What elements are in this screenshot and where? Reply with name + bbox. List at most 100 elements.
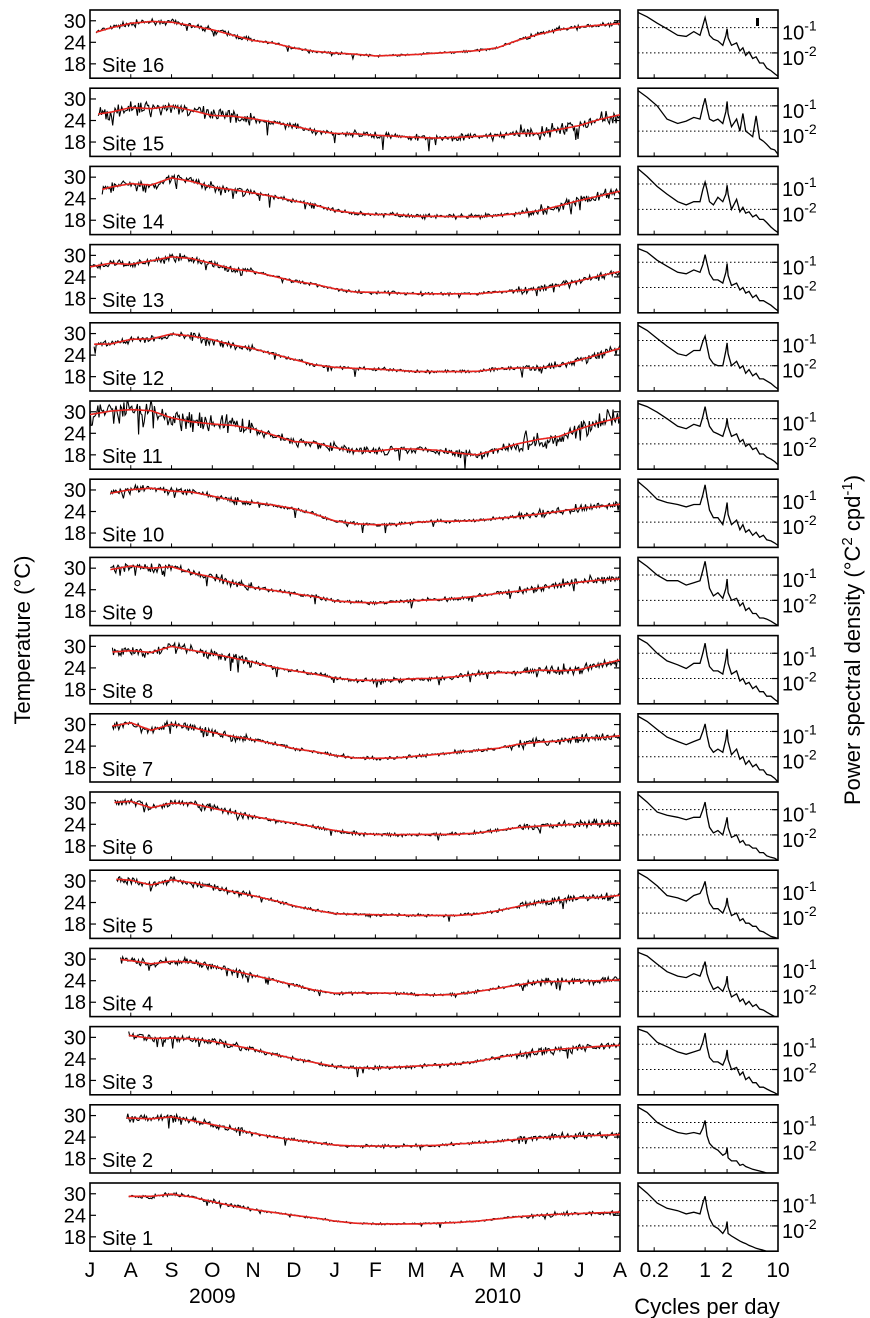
y-tick-label: 10-1 [782,487,817,514]
site-label: Site 3 [102,1072,153,1094]
psd-line [638,637,778,703]
panel-frame [637,478,779,549]
y-tick-label: 10-2 [782,1060,817,1087]
y-tick-label: 10-2 [782,43,817,70]
month-tick-label: F [369,1259,382,1282]
y-tick-label: 30 [64,402,86,424]
smoothed-temperature-line [128,1034,620,1069]
x-axis-label-cycles-per-day: Cycles per day [634,1294,780,1318]
y-tick-label: 30 [64,1184,86,1206]
smoothed-temperature-line [110,487,620,526]
y-tick-label: 30 [64,558,86,580]
spectrum-panel: 10-110-2 [637,947,817,1018]
y-tick-label: 24 [64,423,86,445]
y-tick-label: 10-1 [782,330,817,357]
site-label: Site 2 [102,1150,153,1172]
y-tick-label: 18 [64,132,86,154]
y-tick-label: 10-1 [782,1191,817,1218]
panel-frame [637,321,779,392]
month-tick-label: A [450,1259,464,1282]
panel-frame [89,165,621,236]
smoothed-temperature-line [94,333,620,373]
month-tick-label: J [85,1259,96,1282]
y-tick-label: 24 [64,893,86,915]
y-tick-label: 18 [64,914,86,936]
psd-line [638,402,778,466]
y-tick-label: 18 [64,758,86,780]
smoothed-temperature-line [95,20,620,57]
spectrum-panel: 10-110-2 [637,791,817,861]
smoothed-temperature-line [112,721,620,760]
y-tick-label: 18 [64,836,86,858]
spectrum-panel: 10-110-2 [637,321,817,392]
smoothed-temperature-line [114,800,620,836]
site-label: Site 6 [102,837,153,859]
month-tick-label: J [574,1259,585,1282]
month-tick-label: S [165,1259,179,1282]
year-label: 2010 [474,1285,521,1308]
panel-frame [637,634,779,705]
smoothed-temperature-line [116,878,620,917]
spectrum-panel: 10-110-2 [637,712,817,783]
month-tick-label: J [329,1259,340,1282]
site-label: Site 7 [102,759,153,781]
spectrum-panel: 10-110-2 [637,165,817,236]
raw-temperature-line [90,253,620,300]
y-tick-label: 30 [64,480,86,502]
y-tick-label: 18 [64,1227,86,1249]
y-tick-label: 30 [64,245,86,267]
month-tick-label: J [533,1259,544,1282]
y-tick-label: 30 [64,324,86,346]
y-tick-label: 18 [64,367,86,389]
frequency-tick-label: 0.2 [640,1259,669,1282]
spectrum-panel: 10-110-2 [637,478,817,549]
panel-frame [89,87,621,158]
psd-line [638,481,778,546]
y-tick-label: 24 [64,1049,86,1071]
month-axis: J A S O N D J F M A M J J A 2009 2010 [85,1259,627,1308]
y-tick-label: 18 [64,601,86,623]
y-tick-label: 30 [64,715,86,737]
site-label: Site 15 [102,133,164,155]
y-tick-label: 10-2 [782,981,817,1008]
y-tick-label: 30 [64,89,86,111]
psd-line [638,1028,778,1095]
y-tick-label: 30 [64,167,86,189]
psd-line [638,168,778,234]
y-tick-label: 10-1 [782,565,817,592]
y-tick-label: 10-1 [782,956,817,983]
y-tick-label: 10-2 [782,356,817,383]
psd-line [638,872,778,939]
y-tick-label: 10-2 [782,512,817,539]
panel-frame [637,400,779,470]
power-spectra-panels: 10-110-210-110-210-110-210-110-210-110-2… [637,9,817,1252]
y-tick-label: 18 [64,679,86,701]
y-axis-label-psd: Power spectral density (°C2 cpd-1) [839,475,865,805]
psd-line [638,1184,778,1252]
psd-line [638,11,778,77]
panel-frame [89,321,621,392]
spectrum-panel: 10-110-2 [637,869,817,940]
y-tick-label: 24 [64,971,86,993]
smoothed-temperature-line [98,105,620,139]
y-tick-label: 24 [64,189,86,211]
month-tick-label: M [489,1259,507,1282]
site-label: Site 14 [102,212,164,234]
y-tick-label: 24 [64,580,86,602]
site-label: Site 8 [102,681,153,703]
y-tick-label: 18 [64,54,86,76]
panel-frame [89,400,621,470]
psd-line [638,90,778,155]
psd-line [638,324,778,390]
frequency-tick-label: 10 [766,1259,789,1282]
psd-line [638,247,778,312]
